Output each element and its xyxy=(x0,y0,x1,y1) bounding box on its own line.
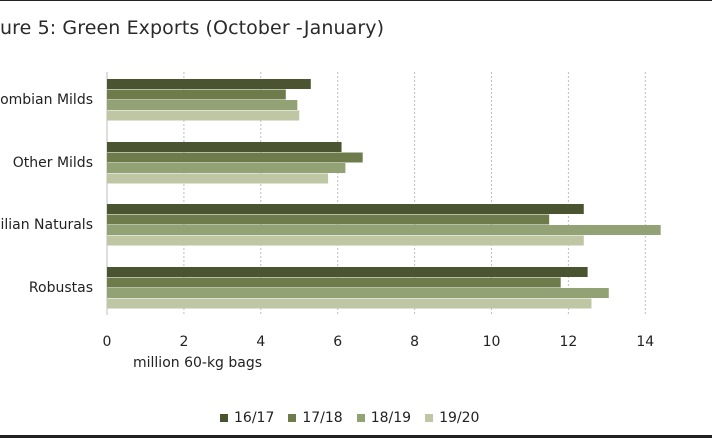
category-label: Other Milds xyxy=(13,155,93,171)
x-tick-label: 0 xyxy=(103,334,112,350)
legend-swatch xyxy=(356,414,365,422)
chart-title: ure 5: Green Exports (October -January) xyxy=(0,17,385,39)
x-tick-label: 12 xyxy=(559,334,577,350)
bar-19-20 xyxy=(107,298,592,309)
bar-19-20 xyxy=(107,235,584,246)
category-label: Robustas xyxy=(29,280,93,296)
legend-swatch xyxy=(220,414,228,422)
bottom-border xyxy=(0,435,712,438)
legend-item: 16/17 xyxy=(220,410,274,426)
legend-label: 17/18 xyxy=(302,410,343,426)
x-axis-title: million 60-kg bags xyxy=(133,355,262,371)
x-tick-label: 2 xyxy=(179,334,188,350)
bar-16-17 xyxy=(107,267,588,277)
top-border xyxy=(0,0,712,1)
legend-label: 16/17 xyxy=(234,410,275,426)
bar-16-17 xyxy=(107,79,311,89)
chart-legend: 16/17 17/18 18/19 19/20 xyxy=(220,408,479,428)
bar-18-19 xyxy=(107,163,346,173)
bar-18-19 xyxy=(107,100,298,110)
bar-19-20 xyxy=(107,173,329,184)
legend-label: 18/19 xyxy=(370,410,412,426)
bar-18-19 xyxy=(107,288,609,298)
legend-item: 17/18 xyxy=(288,410,343,426)
category-label: ilian Naturals xyxy=(0,217,93,233)
bar-19-20 xyxy=(107,110,300,121)
legend-item: 18/19 xyxy=(356,410,412,426)
legend-label: 19/20 xyxy=(439,410,480,426)
x-tick-label: 14 xyxy=(636,334,654,350)
bar-18-19 xyxy=(107,225,661,235)
bar-17-18 xyxy=(107,214,550,225)
legend-swatch xyxy=(425,414,434,422)
x-tick-label: 8 xyxy=(410,334,419,350)
x-tick-label: 4 xyxy=(256,334,265,350)
category-label: ombian Milds xyxy=(0,92,93,108)
x-tick-label: 10 xyxy=(483,334,501,350)
bar-16-17 xyxy=(107,204,584,214)
bar-17-18 xyxy=(107,277,561,288)
legend-item: 19/20 xyxy=(425,410,479,426)
bar-16-17 xyxy=(107,142,342,152)
legend-swatch xyxy=(288,414,297,422)
bar-17-18 xyxy=(107,152,363,163)
bar-17-18 xyxy=(107,89,286,100)
x-tick-label: 6 xyxy=(333,334,342,350)
